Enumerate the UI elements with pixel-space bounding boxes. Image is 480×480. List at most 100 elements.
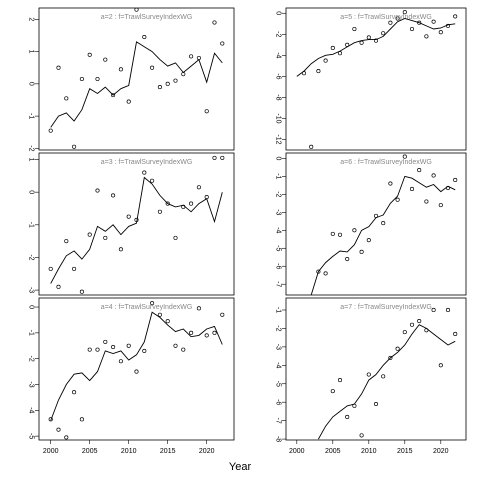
- observed-point: [352, 228, 357, 233]
- observed-point: [181, 72, 186, 77]
- observed-point: [395, 346, 400, 351]
- observed-point: [359, 433, 364, 438]
- y-tick-label: -4: [275, 362, 282, 368]
- observed-point: [189, 54, 194, 59]
- observed-point: [359, 40, 364, 45]
- y-tick-label: -3: [275, 344, 282, 350]
- observed-point: [56, 65, 61, 70]
- panel-frame: [38, 152, 235, 296]
- y-tick-label: 0: [275, 11, 282, 15]
- observed-point: [409, 322, 415, 327]
- observed-point: [126, 99, 131, 104]
- panel-frame: [285, 297, 467, 441]
- observed-point: [381, 374, 386, 379]
- y-tick-label: -2: [28, 356, 35, 362]
- panel-title: a=7 : f=TrawlSurveyIndexWG: [340, 304, 432, 311]
- x-tick-label: 2015: [160, 448, 176, 455]
- observed-point: [330, 231, 335, 236]
- observed-point: [150, 301, 155, 306]
- observed-point: [196, 185, 201, 190]
- observed-point: [72, 390, 77, 395]
- observed-point: [48, 128, 53, 133]
- x-tick-label: 2020: [433, 448, 449, 455]
- y-tick-label: -4: [275, 227, 282, 233]
- fitted-line: [50, 41, 223, 128]
- observed-point: [150, 65, 155, 70]
- observed-point: [142, 348, 147, 353]
- observed-point: [345, 42, 350, 47]
- observed-point: [87, 347, 92, 352]
- observed-point: [157, 312, 162, 317]
- panel-4: a=6 : f=TrawlSurveyIndexWG -7 -6 -5 -4 -3 -2 -1…: [275, 152, 467, 296]
- observed-point: [64, 435, 69, 440]
- observed-point: [373, 401, 379, 407]
- observed-point: [79, 289, 84, 294]
- observed-point: [189, 330, 194, 335]
- panel-3: a=3 : f=TrawlSurveyIndexWG -3 -2 -1 0 1: [28, 152, 235, 296]
- y-tick-label: -3: [28, 287, 35, 293]
- y-tick-label: 2: [28, 17, 35, 21]
- observed-point: [181, 347, 186, 352]
- observed-point: [381, 221, 386, 226]
- x-axis-label: Year: [229, 461, 252, 473]
- observed-point: [103, 339, 108, 344]
- observed-point: [103, 57, 108, 62]
- observed-point: [330, 45, 335, 51]
- y-tick-label: -10: [275, 113, 282, 123]
- observed-point: [388, 355, 393, 360]
- observed-point: [64, 96, 69, 101]
- observed-point: [87, 52, 92, 57]
- x-tick-label: 2010: [121, 448, 137, 455]
- fitted-line: [296, 18, 456, 77]
- panel-frame: [285, 7, 467, 151]
- observed-point: [212, 155, 217, 160]
- fitted-line: [50, 311, 223, 421]
- observed-point: [395, 16, 400, 21]
- y-tick-label: -1: [28, 330, 35, 336]
- observed-point: [417, 319, 422, 324]
- x-tick-label: 2000: [43, 448, 59, 455]
- observed-point: [220, 41, 225, 46]
- y-tick-label: -2: [28, 254, 35, 260]
- observed-point: [72, 266, 77, 271]
- observed-point: [204, 333, 209, 338]
- observed-point: [345, 414, 350, 419]
- y-tick-label: -8: [275, 436, 282, 442]
- y-tick-label: -5: [275, 381, 282, 387]
- observed-point: [431, 307, 436, 313]
- observed-point: [323, 271, 328, 276]
- observed-point: [453, 14, 458, 19]
- y-tick-label: -4: [275, 52, 282, 58]
- observed-point: [72, 144, 77, 149]
- y-tick-label: -2: [275, 191, 282, 197]
- observed-point: [134, 8, 139, 12]
- y-tick-label: -7: [275, 281, 282, 287]
- observed-point: [424, 328, 429, 333]
- observed-point: [431, 173, 436, 178]
- observed-point: [189, 201, 194, 206]
- panel-5: a=4 : f=TrawlSurveyIndexWG -5 -4 -3 -2 -1 0 200…: [28, 297, 235, 455]
- observed-point: [431, 19, 436, 24]
- observed-point: [453, 331, 458, 337]
- y-tick-label: -2: [28, 145, 35, 151]
- x-tick-label: 2020: [199, 448, 215, 455]
- observed-point: [79, 76, 84, 82]
- observed-point: [438, 203, 443, 208]
- fitted-line: [50, 176, 223, 284]
- observed-point: [424, 199, 429, 204]
- y-tick-label: -6: [275, 263, 282, 269]
- y-tick-label: -3: [28, 381, 35, 387]
- observed-point: [118, 67, 123, 72]
- observed-point: [345, 257, 350, 262]
- panel-frame: [38, 7, 235, 151]
- observed-point: [445, 23, 451, 28]
- panel-1: a=2 : f=TrawlSurveyIndexWG -2 -1 0 1 2: [28, 7, 235, 152]
- observed-point: [134, 217, 139, 222]
- observed-point: [111, 93, 116, 98]
- y-tick-label: -1: [275, 173, 282, 179]
- observed-point: [142, 34, 147, 40]
- observed-point: [445, 186, 451, 191]
- observed-point: [337, 232, 343, 237]
- y-tick-label: -5: [28, 433, 35, 439]
- y-tick-label: 0: [275, 156, 282, 160]
